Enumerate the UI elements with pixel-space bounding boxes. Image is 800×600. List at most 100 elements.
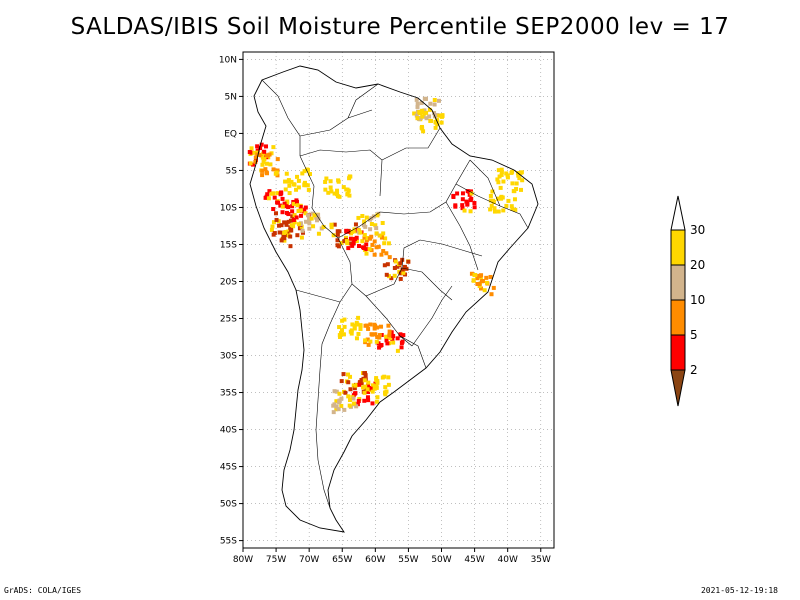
lon-tick-label: 45W — [464, 555, 484, 565]
percentile-cell — [471, 278, 476, 283]
percentile-cell — [287, 183, 292, 188]
percentile-cell — [422, 108, 427, 113]
percentile-cell — [290, 209, 295, 214]
percentile-cell — [374, 399, 379, 404]
percentile-cell — [366, 398, 371, 403]
percentile-cell — [372, 252, 377, 257]
percentile-cell — [418, 110, 423, 115]
percentile-cell — [283, 187, 288, 192]
percentile-cell — [248, 161, 253, 166]
percentile-cell — [295, 203, 300, 208]
percentile-cell — [460, 203, 465, 208]
percentile-cell — [312, 213, 317, 218]
percentile-cell — [455, 191, 460, 196]
percentile-cell — [253, 155, 258, 160]
percentile-cell — [316, 213, 321, 218]
percentile-cell — [379, 233, 384, 238]
percentile-cell — [501, 208, 506, 213]
percentile-cell — [343, 235, 348, 240]
percentile-cell — [505, 173, 510, 178]
percentile-cell — [272, 195, 277, 200]
percentile-cell — [264, 144, 269, 149]
percentile-cell — [406, 259, 411, 264]
percentile-cell — [369, 222, 374, 227]
percentile-cell — [280, 210, 285, 215]
percentile-cell — [392, 266, 397, 271]
percentile-cell — [294, 187, 299, 192]
percentile-cell — [356, 398, 361, 403]
percentile-cell — [362, 235, 367, 240]
percentile-cell — [342, 239, 347, 244]
percentile-cell — [400, 267, 405, 272]
percentile-cell — [479, 286, 484, 291]
percentile-cell — [512, 197, 517, 202]
legend-bin — [670, 334, 686, 371]
percentile-cell — [378, 343, 383, 348]
percentile-cell — [288, 244, 293, 249]
percentile-cell — [391, 333, 396, 338]
percentile-cell — [373, 223, 378, 228]
continent-outline — [249, 65, 539, 533]
percentile-cell — [280, 204, 285, 209]
percentile-cell — [432, 102, 437, 107]
percentile-cell — [309, 216, 314, 221]
lat-tick-label: 10S — [220, 203, 237, 213]
percentile-cell — [356, 315, 361, 320]
lat-tick-label: 50S — [220, 500, 237, 510]
percentile-cell — [257, 152, 262, 157]
percentile-cell — [398, 261, 403, 266]
percentile-cell — [484, 275, 489, 280]
percentile-cell — [302, 183, 307, 188]
percentile-cell — [294, 215, 299, 220]
percentile-cell — [472, 273, 477, 278]
map-title: SALDAS/IBIS Soil Moisture Percentile SEP… — [70, 14, 730, 40]
percentile-cell — [385, 341, 390, 346]
percentile-cell — [358, 230, 363, 235]
percentile-cell — [307, 172, 312, 177]
lon-tick-label: 70W — [299, 555, 319, 565]
percentile-cell — [477, 281, 482, 286]
percentile-cell — [366, 380, 371, 385]
percentile-cell — [367, 236, 372, 241]
percentile-cell — [335, 192, 340, 197]
percentile-cell — [514, 181, 519, 186]
percentile-cell — [395, 348, 400, 353]
lon-tick-label: 40W — [498, 555, 518, 565]
percentile-cell — [321, 224, 326, 229]
percentile-cell — [274, 170, 279, 175]
percentile-cell — [482, 288, 487, 293]
percentile-cell — [469, 196, 474, 201]
percentile-cell — [365, 395, 370, 400]
percentile-cell — [344, 228, 349, 233]
percentile-cell — [386, 382, 391, 387]
percentile-cell — [356, 228, 361, 233]
percentile-cell — [292, 220, 297, 225]
percentile-cell — [365, 383, 370, 388]
legend-bin — [670, 229, 686, 266]
percentile-cell — [358, 379, 363, 384]
percentile-cell — [350, 322, 355, 327]
percentile-cell — [252, 150, 257, 155]
percentile-cell — [499, 170, 504, 175]
percentile-cell — [414, 97, 419, 102]
percentile-cell — [364, 215, 369, 220]
percentile-cell — [284, 222, 289, 227]
percentile-cell — [364, 242, 369, 247]
percentile-cell — [352, 229, 357, 234]
percentile-cell — [324, 176, 329, 181]
percentile-cell — [451, 194, 456, 199]
percentile-cell — [275, 168, 280, 173]
percentile-cell — [336, 244, 341, 249]
percentile-cell — [517, 176, 522, 181]
percentile-cell — [328, 185, 333, 190]
percentile-cell — [299, 213, 304, 218]
percentile-cell — [488, 193, 493, 198]
percentile-cell — [364, 247, 369, 252]
percentile-cell — [305, 167, 310, 172]
percentile-cell — [460, 206, 465, 211]
percentile-cell — [498, 195, 503, 200]
percentile-cell — [350, 243, 355, 248]
percentile-cell — [260, 162, 265, 167]
percentile-cell — [460, 197, 465, 202]
percentile-cell — [332, 389, 337, 394]
